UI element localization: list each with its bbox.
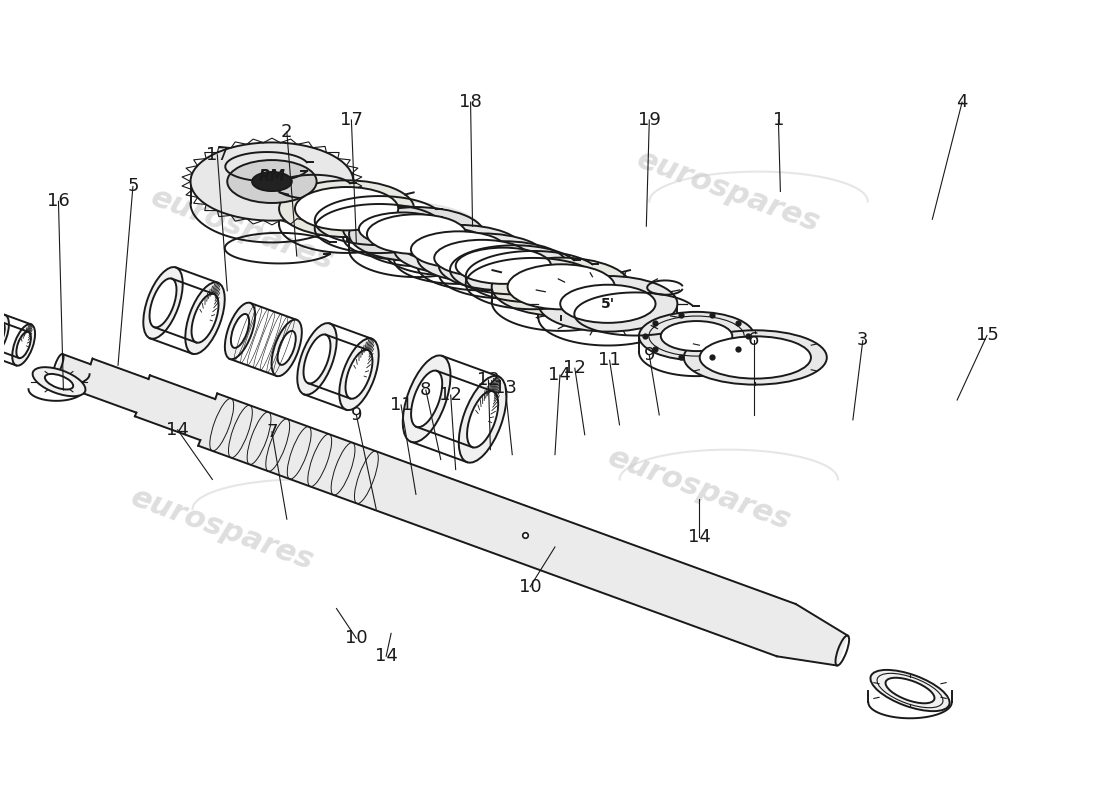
Ellipse shape	[459, 376, 506, 462]
Ellipse shape	[0, 322, 4, 349]
Ellipse shape	[304, 334, 330, 383]
Ellipse shape	[385, 222, 504, 267]
Ellipse shape	[507, 264, 615, 310]
Text: 13: 13	[494, 379, 517, 397]
Text: 15: 15	[976, 326, 999, 345]
Text: 9: 9	[644, 346, 656, 364]
Text: 16: 16	[47, 192, 69, 210]
Polygon shape	[54, 354, 90, 386]
Ellipse shape	[345, 350, 373, 398]
Ellipse shape	[359, 213, 447, 246]
Text: eurospares: eurospares	[604, 442, 794, 536]
Text: 7: 7	[266, 422, 277, 441]
Ellipse shape	[33, 367, 86, 396]
Polygon shape	[135, 375, 216, 440]
Ellipse shape	[400, 228, 488, 261]
Ellipse shape	[870, 670, 949, 711]
Text: 12: 12	[563, 359, 586, 378]
Ellipse shape	[277, 331, 296, 365]
Ellipse shape	[455, 248, 551, 284]
Ellipse shape	[411, 370, 442, 427]
Ellipse shape	[700, 336, 811, 378]
Ellipse shape	[560, 285, 656, 323]
Ellipse shape	[639, 312, 755, 360]
Ellipse shape	[0, 314, 9, 356]
Ellipse shape	[417, 234, 547, 282]
Ellipse shape	[297, 323, 337, 395]
Text: 8: 8	[420, 381, 431, 399]
Text: 9: 9	[351, 406, 362, 424]
Text: eurospares: eurospares	[126, 482, 318, 576]
Ellipse shape	[661, 321, 733, 351]
Text: 14: 14	[166, 421, 189, 438]
Text: eurospares: eurospares	[146, 182, 338, 276]
Text: 14: 14	[549, 366, 571, 384]
Ellipse shape	[377, 219, 465, 253]
Ellipse shape	[16, 332, 31, 358]
Ellipse shape	[349, 207, 484, 261]
Text: 6: 6	[748, 331, 759, 350]
Text: 5': 5'	[601, 297, 615, 310]
Text: 10: 10	[345, 630, 367, 647]
Text: 14: 14	[375, 647, 397, 666]
Ellipse shape	[228, 160, 317, 203]
Text: 17: 17	[206, 146, 229, 164]
Text: eurospares: eurospares	[634, 145, 824, 238]
Ellipse shape	[185, 282, 224, 354]
Text: 2: 2	[282, 123, 293, 141]
Ellipse shape	[403, 355, 451, 442]
Text: 11: 11	[598, 351, 622, 370]
Ellipse shape	[272, 320, 301, 376]
Text: 18: 18	[459, 93, 482, 111]
Text: 4: 4	[956, 93, 968, 111]
Text: 17: 17	[340, 111, 363, 129]
Ellipse shape	[468, 391, 498, 447]
Text: 14: 14	[688, 528, 711, 546]
Text: 1: 1	[772, 111, 784, 129]
Ellipse shape	[684, 330, 827, 385]
Ellipse shape	[362, 214, 481, 258]
Ellipse shape	[434, 240, 529, 276]
Text: 10: 10	[519, 578, 541, 596]
Ellipse shape	[252, 172, 292, 191]
Ellipse shape	[411, 231, 506, 267]
Text: 5: 5	[128, 178, 139, 195]
Ellipse shape	[394, 225, 524, 274]
Polygon shape	[777, 604, 848, 666]
Ellipse shape	[439, 242, 568, 290]
Ellipse shape	[191, 294, 219, 342]
Ellipse shape	[295, 187, 398, 230]
Text: RM: RM	[258, 169, 285, 184]
Ellipse shape	[190, 142, 353, 221]
Ellipse shape	[231, 314, 249, 348]
Ellipse shape	[45, 374, 74, 390]
Text: 12: 12	[439, 386, 462, 404]
Polygon shape	[198, 394, 795, 656]
Text: 11: 11	[389, 396, 412, 414]
Text: 3: 3	[857, 331, 869, 350]
Text: 19: 19	[638, 111, 661, 129]
Ellipse shape	[339, 338, 378, 410]
Ellipse shape	[224, 302, 255, 359]
Ellipse shape	[343, 206, 462, 252]
Polygon shape	[80, 358, 148, 413]
Ellipse shape	[538, 276, 678, 332]
Ellipse shape	[279, 180, 414, 237]
Ellipse shape	[886, 678, 935, 703]
Ellipse shape	[12, 324, 35, 366]
Ellipse shape	[150, 278, 176, 327]
Text: 12: 12	[477, 371, 499, 389]
Ellipse shape	[143, 267, 183, 338]
Ellipse shape	[492, 258, 630, 316]
Ellipse shape	[367, 214, 466, 254]
